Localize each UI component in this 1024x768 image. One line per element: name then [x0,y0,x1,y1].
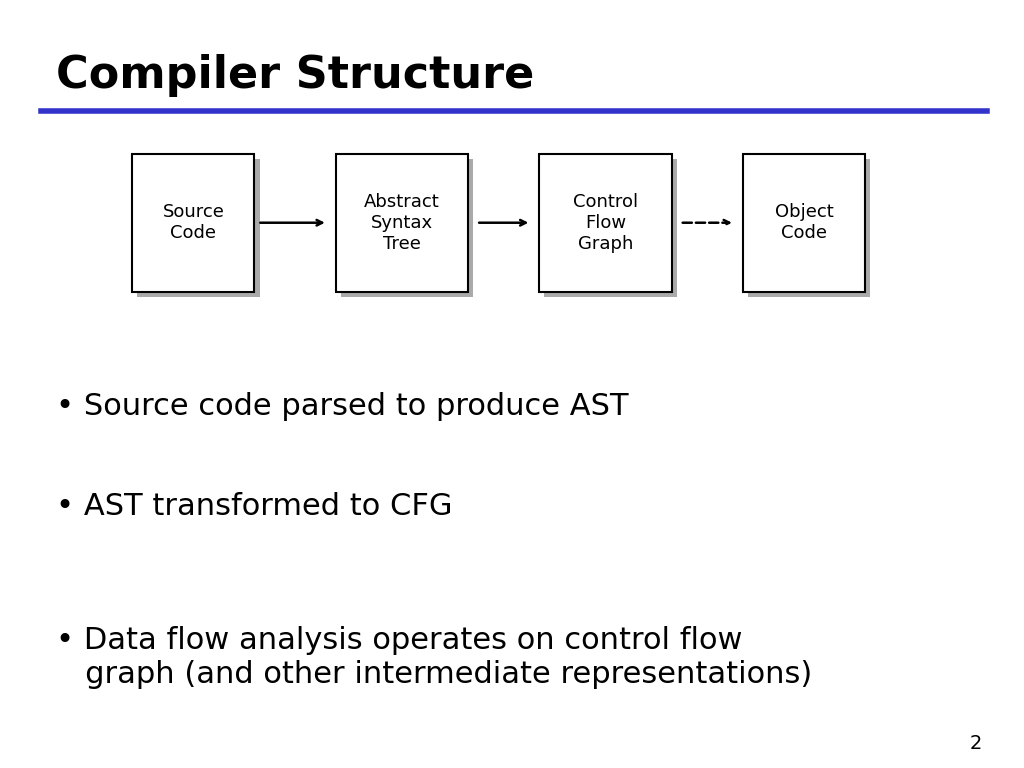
Text: 2: 2 [970,733,982,753]
FancyBboxPatch shape [336,154,468,292]
FancyBboxPatch shape [540,154,672,292]
FancyBboxPatch shape [545,159,677,297]
FancyBboxPatch shape [137,159,259,297]
FancyBboxPatch shape [341,159,473,297]
Text: Object
Code: Object Code [774,204,834,242]
Text: Compiler Structure: Compiler Structure [56,54,535,97]
Text: • Data flow analysis operates on control flow
   graph (and other intermediate r: • Data flow analysis operates on control… [56,626,812,689]
Text: • AST transformed to CFG: • AST transformed to CFG [56,492,453,521]
Text: Abstract
Syntax
Tree: Abstract Syntax Tree [365,193,440,253]
Text: Control
Flow
Graph: Control Flow Graph [573,193,638,253]
Text: Source
Code: Source Code [163,204,224,242]
FancyBboxPatch shape [748,159,870,297]
FancyBboxPatch shape [743,154,865,292]
FancyBboxPatch shape [132,154,254,292]
Text: • Source code parsed to produce AST: • Source code parsed to produce AST [56,392,629,421]
